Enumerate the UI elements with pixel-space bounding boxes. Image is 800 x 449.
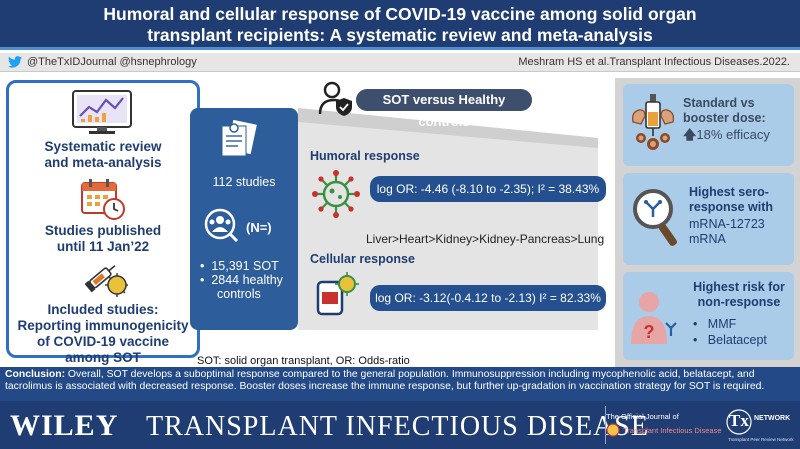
up-arrow-icon: 🡅 — [683, 127, 697, 142]
documents-icon — [221, 119, 257, 157]
title-banner: Humoral and cellular response of COVID-1… — [0, 0, 800, 50]
booster-efficacy: 18% efficacy — [696, 127, 770, 142]
official-line-2-row: Transplant Infectious Disease — [606, 423, 722, 437]
conclusion-text: Overall, SOT develops a suboptimal respo… — [5, 369, 765, 392]
journal-name: TRANSPLANT INFECTIOUS DISEASE — [146, 411, 649, 442]
methods-item-3-line-3: of COVID-19 vaccine — [36, 334, 170, 349]
seroresponse-body: mRNA-12723 mRNA — [689, 217, 765, 247]
cellular-label: Cellular response — [310, 252, 415, 266]
methods-item-2: Studies published until 11 Jan’22 — [9, 223, 197, 255]
stats-sot: 15,391 SOT — [211, 259, 279, 273]
bullet: • — [693, 333, 708, 347]
footer-divider — [605, 406, 606, 444]
person-question-icon: ? — [631, 292, 677, 344]
humoral-result: log OR: -4.46 (-8.10 to -2.35); I² = 38.… — [370, 176, 606, 202]
risk-item-belatacept-row: • Belatacept — [693, 332, 767, 348]
society-seal-icon — [606, 423, 620, 437]
tx-network-text: NETWORK — [754, 415, 791, 422]
findings-panel: Standard vs booster dose: 🡅18% efficacy … — [615, 78, 800, 367]
organ-ranking: Liver>Heart>Kidney>Kidney-Pancreas>Lung — [366, 232, 605, 246]
risk-list: • MMF • Belatacept — [693, 316, 767, 348]
person-shield-icon — [318, 81, 352, 116]
comparison-label: SOT versus Healthy controls — [356, 89, 532, 129]
phone-virus-icon — [316, 272, 359, 316]
seroresponse-body-line-1: mRNA-12723 — [689, 217, 765, 231]
risk-title-line-2: non-response — [697, 295, 781, 309]
publisher-logo: WILEY — [10, 409, 119, 442]
official-journal: The Official Journal of Transplant Infec… — [606, 412, 722, 437]
booster-text: Standard vs booster dose: 🡅18% efficacy — [683, 96, 770, 142]
stats-healthy: 2844 healthy — [211, 273, 283, 287]
stats-panel: 112 studies (N=) • 15,391 SOT • 2844 hea… — [190, 108, 298, 330]
methods-item-2-line-1: Studies published — [44, 223, 162, 238]
magnifier-antibody-icon — [633, 189, 677, 246]
methods-item-1-line-2: and meta-analysis — [44, 155, 162, 170]
tx-network-logo: Tx NETWORK Transplant Peer Review Networ… — [724, 405, 796, 445]
risk-item-mmf: MMF — [707, 317, 737, 331]
social-handles: @TheTxIDJournal @hsnephrology — [8, 56, 197, 68]
seroresponse-body-line-2: mRNA — [689, 232, 726, 246]
page-title: Humoral and cellular response of COVID-1… — [0, 4, 800, 46]
chart-monitor-icon — [72, 90, 132, 134]
seroresponse-title-line-2: response with — [689, 200, 774, 214]
methods-item-3: Included studies: Reporting immunogenici… — [9, 302, 197, 366]
risk-title-line-1: Highest risk for — [693, 280, 785, 294]
seroresponse-title: Highest sero- response with — [689, 185, 773, 215]
booster-box: Standard vs booster dose: 🡅18% efficacy — [623, 84, 794, 166]
people-search-icon — [204, 208, 239, 243]
bullet: • — [693, 317, 708, 331]
tx-ring-icon — [726, 409, 752, 435]
main-content: Systematic review and meta-analysis Stud… — [0, 72, 800, 367]
methods-item-3-line-2: Reporting immunogenicity — [17, 318, 189, 333]
risk-box: ? Highest risk for non-response • MMF • … — [623, 272, 794, 360]
seroresponse-box: Highest sero- response with mRNA-12723 m… — [623, 173, 794, 265]
twitter-icon — [8, 56, 22, 68]
booster-line-1: Standard vs — [683, 96, 755, 110]
methods-item-3-line-1: Included studies: — [47, 302, 159, 317]
handles-text: @TheTxIDJournal @hsnephrology — [27, 56, 197, 68]
methods-item-1: Systematic review and meta-analysis — [9, 139, 197, 171]
title-line-1: Humoral and cellular response of COVID-1… — [103, 4, 697, 24]
stats-healthy-line-2: controls — [217, 287, 261, 301]
risk-item-mmf-row: • MMF — [693, 316, 767, 332]
humoral-label: Humoral response — [310, 149, 420, 163]
tx-logo-text: Tx — [729, 411, 749, 430]
muscle-vaccine-icon — [631, 94, 675, 150]
cellular-result: log OR: -3.12(-0.4.12 to -2.13) I² = 82.… — [370, 285, 606, 311]
citation: Meshram HS et al.Transplant Infectious D… — [518, 56, 790, 68]
svg-text:?: ? — [644, 322, 655, 342]
footer: WILEY TRANSPLANT INFECTIOUS DISEASE The … — [0, 401, 800, 449]
conclusion-label: Conclusion: — [5, 369, 66, 380]
calendar-clock-icon — [81, 179, 125, 220]
tx-sub-text: Transplant Peer Review Network — [728, 437, 794, 442]
risk-item-belatacept: Belatacept — [707, 333, 767, 347]
booster-efficacy-row: 🡅18% efficacy — [683, 127, 770, 142]
studies-count: 112 studies — [212, 175, 276, 189]
stats-list: • 15,391 SOT • 2844 healthy controls — [200, 259, 283, 301]
n-label: (N=) — [246, 220, 272, 235]
booster-line-2: booster dose: — [683, 111, 766, 125]
conclusion-bar: Conclusion: Overall, SOT develops a subo… — [0, 367, 800, 401]
vaccine-virus-icon — [85, 265, 128, 297]
official-line-2: Transplant Infectious Disease — [623, 425, 722, 435]
methods-item-2-line-2: until 11 Jan’22 — [56, 239, 150, 254]
title-line-2: transplant recipients: A systematic revi… — [147, 25, 653, 45]
official-line-1: The Official Journal of — [606, 412, 679, 421]
virus-icon — [312, 170, 360, 218]
methods-item-3-line-4: among SOT — [65, 350, 141, 365]
methods-item-1-line-1: Systematic review — [44, 139, 162, 154]
bullet: • — [200, 273, 212, 287]
abbreviations-note: SOT: solid organ transplant, OR: Odds-ra… — [197, 355, 410, 367]
social-bar: @TheTxIDJournal @hsnephrology Meshram HS… — [0, 53, 800, 72]
funnel-background — [298, 108, 598, 330]
risk-title: Highest risk for non-response — [689, 280, 789, 310]
bullet: • — [200, 259, 212, 273]
methods-panel: Systematic review and meta-analysis Stud… — [6, 80, 200, 365]
seroresponse-title-line-1: Highest sero- — [689, 185, 769, 199]
stats-sot-row: • 15,391 SOT — [200, 259, 283, 273]
stats-healthy-row: • 2844 healthy — [200, 273, 283, 287]
